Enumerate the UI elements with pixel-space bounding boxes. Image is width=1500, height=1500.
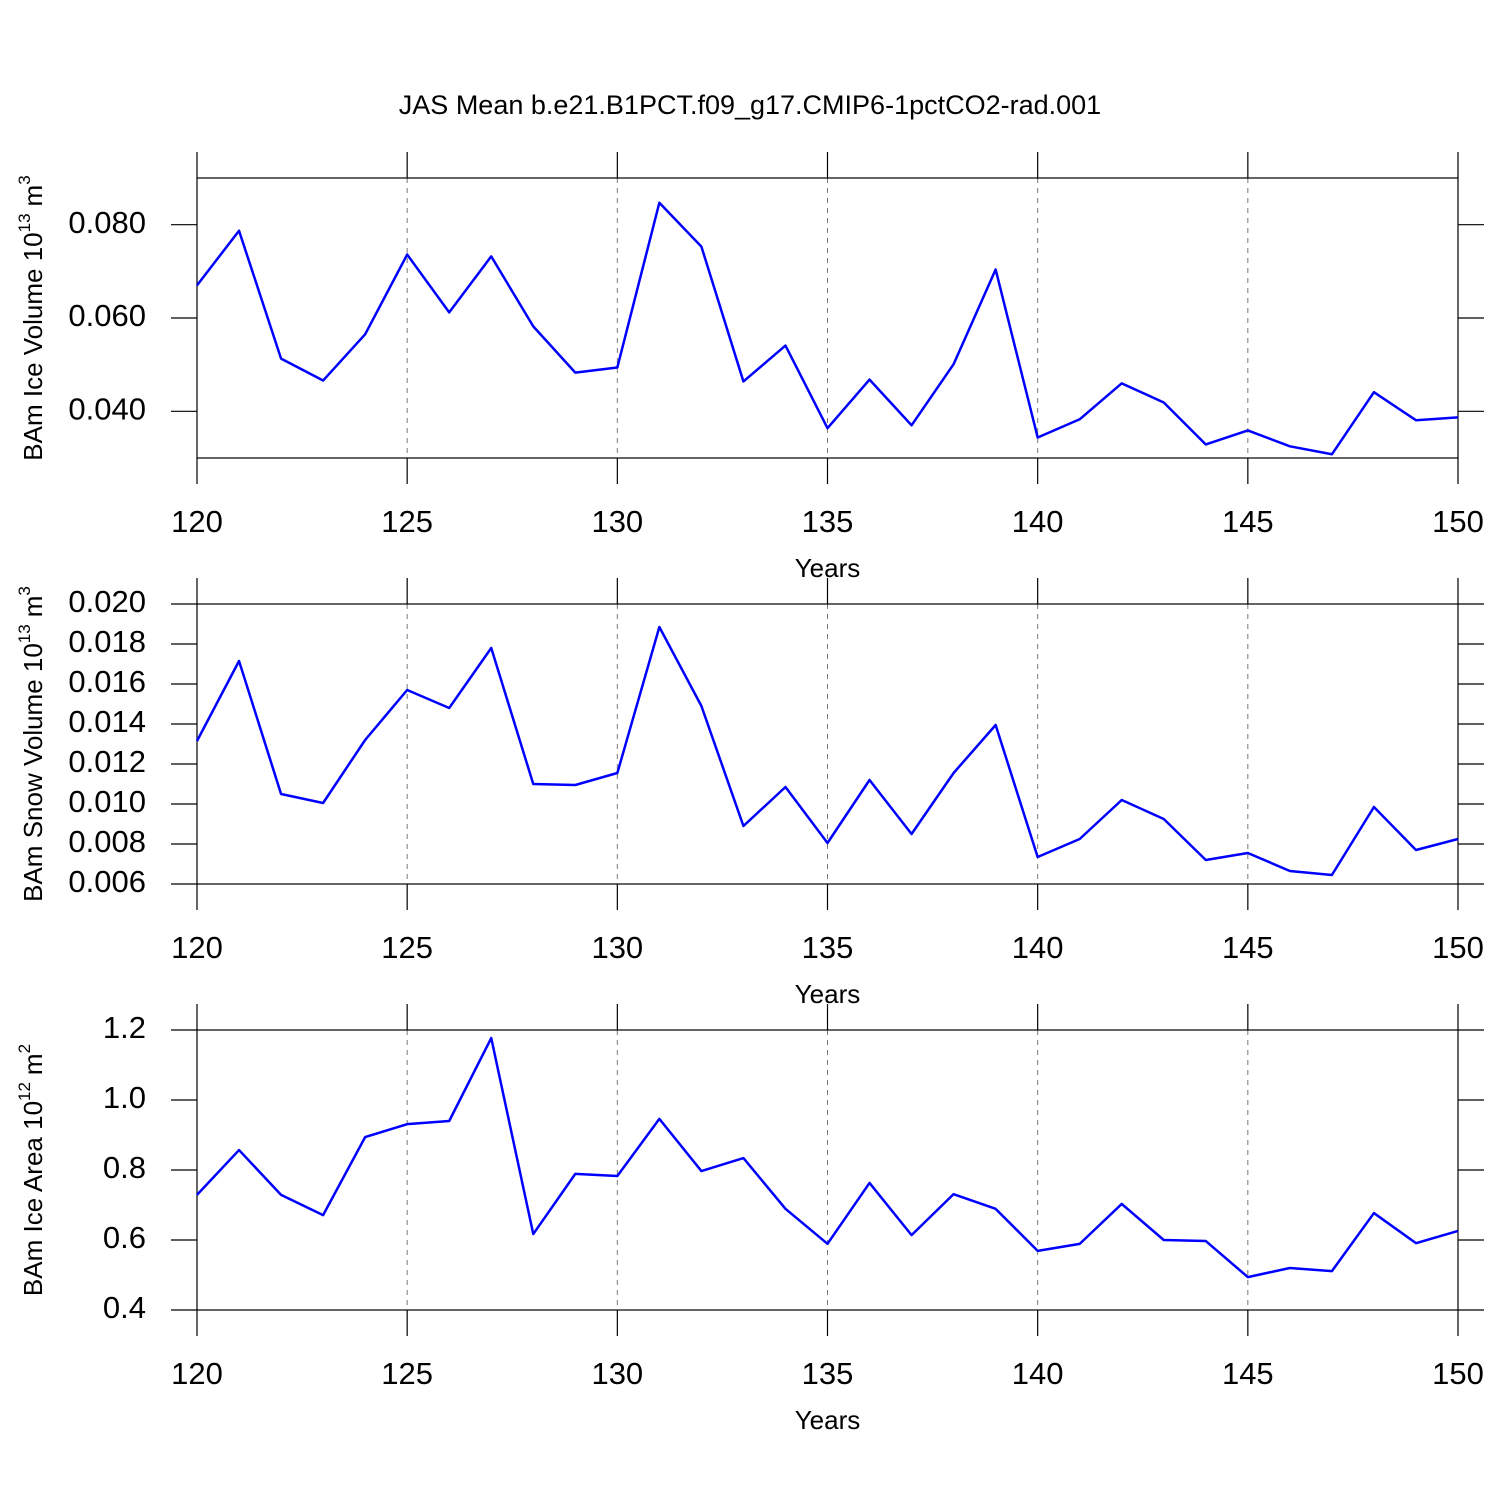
- y-axis-label-part: 12: [15, 1082, 34, 1101]
- y-axis-label-part: 13: [15, 624, 34, 643]
- y-axis-label-part: m: [18, 1053, 48, 1075]
- y-axis-label-part: m: [18, 596, 48, 618]
- y-tick-label: 0.6: [103, 1220, 146, 1255]
- y-tick-label: 0.040: [68, 392, 146, 427]
- plot-frame: [196, 603, 1459, 885]
- x-tick-label: 145: [1222, 1356, 1274, 1391]
- y-axis-label-part: 3: [15, 175, 34, 184]
- y-tick-label: 0.012: [68, 744, 146, 779]
- data-line: [196, 201, 1459, 456]
- y-axis-label-part: 2: [15, 1044, 34, 1053]
- x-tick-label: 135: [802, 930, 854, 965]
- y-axis-label: BAm Ice Volume 1013 m3: [15, 175, 48, 460]
- y-axis-label-part: 3: [15, 586, 34, 595]
- x-tick-label: 120: [171, 930, 223, 965]
- x-axis-label: Years: [795, 1405, 861, 1435]
- y-tick-label: 0.8: [103, 1150, 146, 1185]
- y-tick-label: 0.4: [103, 1290, 146, 1325]
- x-tick-label: 140: [1012, 1356, 1064, 1391]
- x-tick-label: 140: [1012, 504, 1064, 539]
- x-tick-label: 130: [591, 504, 643, 539]
- y-tick-label: 0.060: [68, 298, 146, 333]
- y-tick-label: 0.016: [68, 664, 146, 699]
- y-tick-label: 1.2: [103, 1010, 146, 1045]
- data-line: [195, 625, 1459, 877]
- y-axis-label-part: 13: [15, 213, 34, 232]
- x-tick-label: 125: [381, 504, 433, 539]
- x-tick-label: 125: [381, 1356, 433, 1391]
- y-tick-label: 0.010: [68, 784, 146, 819]
- y-tick-label: 0.020: [68, 584, 146, 619]
- y-axis-label: BAm Snow Volume 1013 m3: [15, 586, 48, 902]
- y-axis-label-part: m: [18, 185, 48, 207]
- plot-frame: [196, 1029, 1459, 1311]
- x-tick-label: 150: [1432, 1356, 1484, 1391]
- y-tick-label: 1.0: [103, 1080, 146, 1115]
- x-tick-label: 145: [1222, 930, 1274, 965]
- x-tick-label: 120: [171, 1356, 223, 1391]
- y-axis-label-part: BAm Ice Area 10: [18, 1101, 48, 1296]
- y-axis-label-part: BAm Ice Volume 10: [18, 232, 48, 460]
- x-tick-label: 130: [591, 930, 643, 965]
- y-tick-label: 0.008: [68, 824, 146, 859]
- y-axis-label-part: BAm Snow Volume 10: [18, 643, 48, 902]
- plot-frame: [196, 177, 1459, 459]
- x-tick-label: 150: [1432, 930, 1484, 965]
- x-tick-label: 150: [1432, 504, 1484, 539]
- figure-title: JAS Mean b.e21.B1PCT.f09_g17.CMIP6-1pctC…: [399, 90, 1101, 120]
- data-line: [196, 1036, 1459, 1279]
- y-tick-label: 0.080: [68, 205, 146, 240]
- x-tick-label: 135: [802, 1356, 854, 1391]
- y-tick-label: 0.014: [68, 704, 146, 739]
- x-tick-label: 120: [171, 504, 223, 539]
- y-tick-label: 0.006: [68, 864, 146, 899]
- x-tick-label: 130: [591, 1356, 643, 1391]
- y-tick-label: 0.018: [68, 624, 146, 659]
- y-axis-label: BAm Ice Area 1012 m2: [15, 1044, 48, 1296]
- x-tick-label: 125: [381, 930, 433, 965]
- x-tick-label: 145: [1222, 504, 1274, 539]
- x-tick-label: 135: [802, 504, 854, 539]
- x-tick-label: 140: [1012, 930, 1064, 965]
